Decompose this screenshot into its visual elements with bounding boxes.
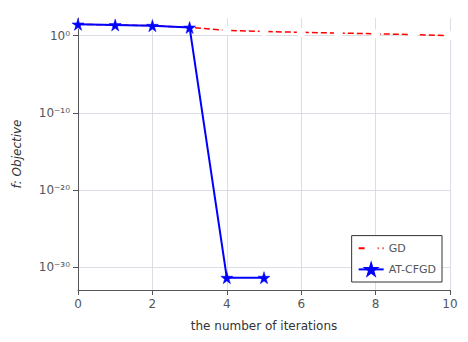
svg-text:f: Objective: f: Objective (10, 120, 24, 189)
svg-text:10⁻²⁰: 10⁻²⁰ (39, 183, 70, 197)
svg-text:AT-CFGD: AT-CFGD (389, 263, 436, 276)
svg-text:2: 2 (149, 297, 157, 311)
svg-text:4: 4 (223, 297, 231, 311)
svg-text:0: 0 (74, 297, 82, 311)
svg-text:the number of iterations: the number of iterations (191, 319, 337, 333)
svg-text:8: 8 (372, 297, 380, 311)
svg-text:10⁰: 10⁰ (50, 29, 70, 43)
svg-text:10⁻³⁰: 10⁻³⁰ (39, 260, 70, 274)
svg-text:10: 10 (442, 297, 457, 311)
svg-text:10⁻¹⁰: 10⁻¹⁰ (39, 106, 70, 120)
svg-text:6: 6 (297, 297, 305, 311)
svg-text:GD: GD (389, 242, 406, 255)
